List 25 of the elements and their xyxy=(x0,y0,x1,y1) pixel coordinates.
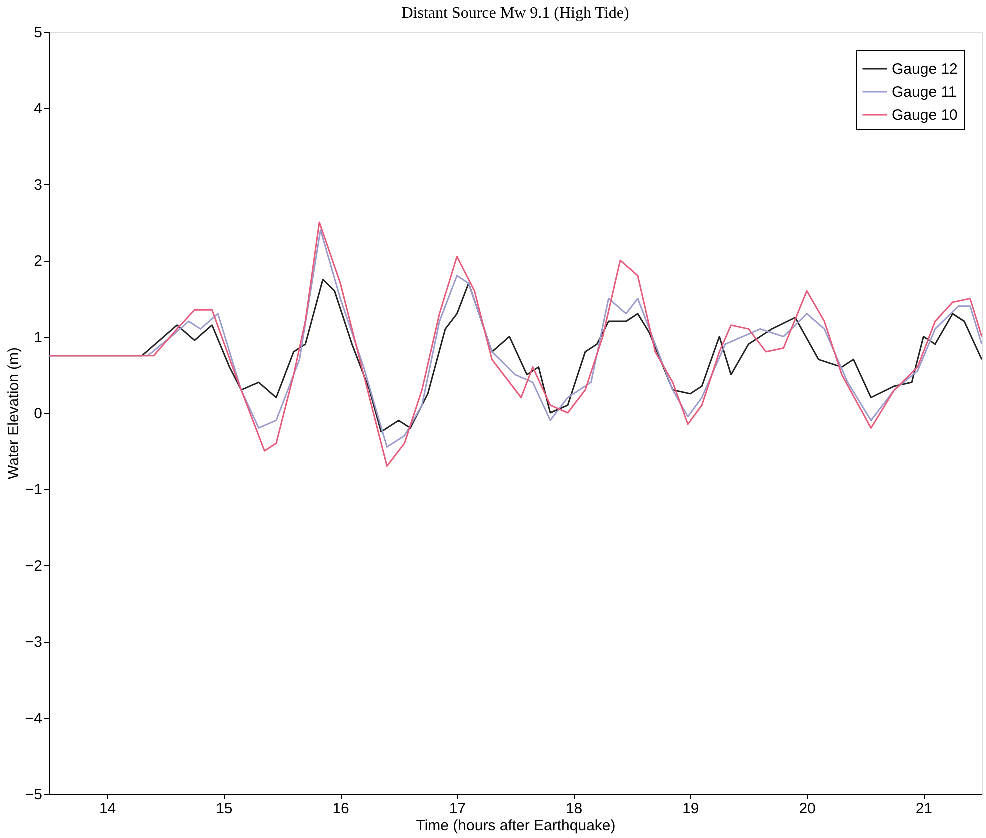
y-axis-title: Water Elevation (m) xyxy=(5,348,22,480)
y-tick-label: −3 xyxy=(25,634,42,652)
x-tick-label: 21 xyxy=(916,800,933,818)
y-tick-label: −5 xyxy=(25,786,42,804)
y-tick-label: −2 xyxy=(25,558,42,575)
y-tick-label: −1 xyxy=(25,482,42,499)
legend-label: Gauge 12 xyxy=(892,61,958,78)
x-tick-label: 16 xyxy=(332,800,350,818)
legend-label: Gauge 11 xyxy=(892,84,957,101)
x-tick-label: 19 xyxy=(682,800,700,818)
chart-title: Distant Source Mw 9.1 (High Tide) xyxy=(402,5,630,22)
y-tick-label: 5 xyxy=(34,24,42,42)
y-tick-label: 0 xyxy=(34,406,42,422)
y-tick-label: 1 xyxy=(34,329,42,346)
y-tick-label: 4 xyxy=(34,100,42,118)
y-tick-label: −4 xyxy=(25,710,42,728)
y-tick-label: 3 xyxy=(34,176,42,194)
x-tick-label: 14 xyxy=(99,800,116,818)
x-axis-title: Time (hours after Earthquake) xyxy=(416,818,616,834)
x-tick-label: 18 xyxy=(566,800,583,818)
x-tick-label: 15 xyxy=(216,800,233,818)
legend-label: Gauge 10 xyxy=(892,107,958,124)
x-tick-label: 20 xyxy=(799,800,816,818)
x-tick-label: 17 xyxy=(449,800,466,818)
y-tick-label: 2 xyxy=(34,253,42,270)
